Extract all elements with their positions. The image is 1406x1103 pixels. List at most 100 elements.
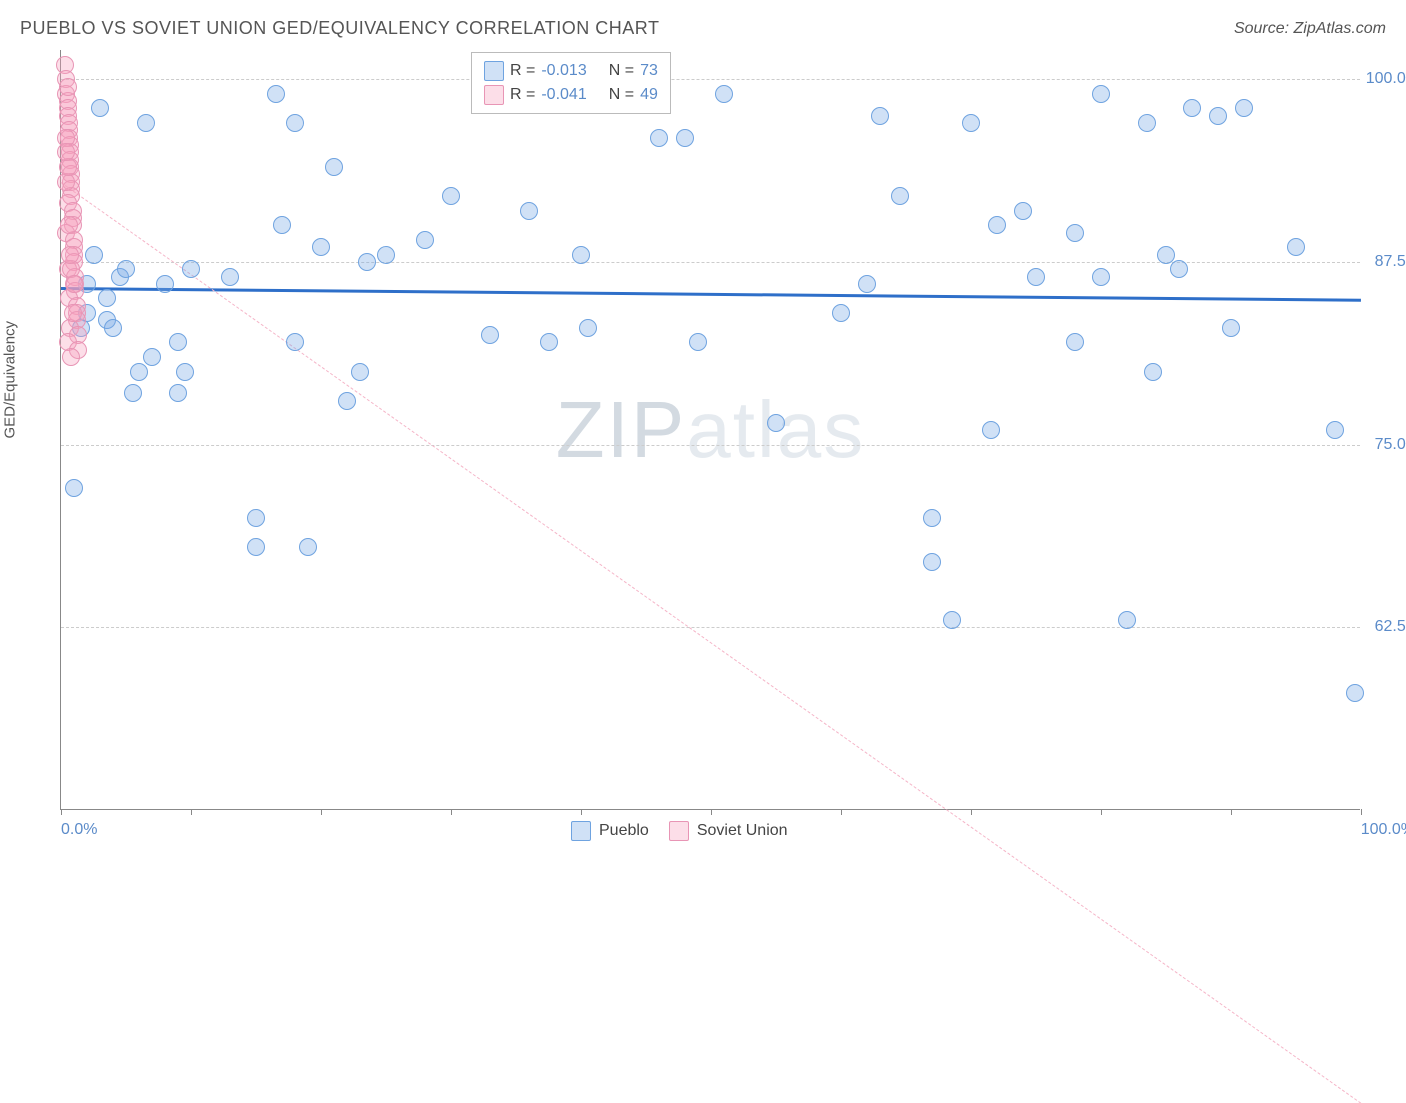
gridline — [61, 627, 1360, 628]
legend-series-name: Soviet Union — [697, 822, 788, 840]
plot-area: ZIPatlas 62.5%75.0%87.5%100.0%0.0%100.0%… — [60, 50, 1360, 810]
xtick — [451, 809, 452, 815]
legend-swatch — [484, 61, 504, 81]
xtick — [841, 809, 842, 815]
marker-pueblo — [1144, 363, 1162, 381]
marker-soviet-union — [57, 143, 75, 161]
legend-row: R =-0.013N =73 — [484, 59, 658, 83]
marker-soviet-union — [61, 246, 79, 264]
marker-pueblo — [247, 538, 265, 556]
legend-item: Pueblo — [571, 821, 649, 841]
marker-pueblo — [481, 326, 499, 344]
marker-pueblo — [221, 268, 239, 286]
marker-pueblo — [312, 238, 330, 256]
marker-soviet-union — [62, 348, 80, 366]
marker-pueblo — [137, 114, 155, 132]
marker-pueblo — [540, 333, 558, 351]
legend-series: Pueblo Soviet Union — [571, 821, 788, 841]
marker-pueblo — [130, 363, 148, 381]
marker-pueblo — [1066, 224, 1084, 242]
xtick — [971, 809, 972, 815]
marker-pueblo — [923, 509, 941, 527]
ytick-label: 62.5% — [1365, 618, 1406, 636]
marker-pueblo — [273, 216, 291, 234]
marker-pueblo — [943, 611, 961, 629]
ytick-label: 75.0% — [1365, 436, 1406, 454]
legend-swatch — [571, 821, 591, 841]
marker-pueblo — [117, 260, 135, 278]
xlabel-min: 0.0% — [61, 821, 97, 839]
gridline — [61, 445, 1360, 446]
marker-pueblo — [1157, 246, 1175, 264]
watermark: ZIPatlas — [556, 384, 865, 476]
marker-pueblo — [572, 246, 590, 264]
marker-pueblo — [1209, 107, 1227, 125]
marker-pueblo — [676, 129, 694, 147]
marker-pueblo — [871, 107, 889, 125]
watermark-zip: ZIP — [556, 385, 686, 474]
chart-title: PUEBLO VS SOVIET UNION GED/EQUIVALENCY C… — [20, 18, 659, 39]
marker-pueblo — [104, 319, 122, 337]
marker-pueblo — [338, 392, 356, 410]
marker-pueblo — [91, 99, 109, 117]
marker-pueblo — [442, 187, 460, 205]
marker-pueblo — [832, 304, 850, 322]
marker-pueblo — [767, 414, 785, 432]
marker-pueblo — [286, 333, 304, 351]
marker-pueblo — [143, 348, 161, 366]
marker-soviet-union — [64, 304, 82, 322]
legend-item: Soviet Union — [669, 821, 788, 841]
marker-pueblo — [650, 129, 668, 147]
marker-pueblo — [176, 363, 194, 381]
marker-pueblo — [579, 319, 597, 337]
trend-line-pueblo — [61, 287, 1361, 302]
marker-pueblo — [124, 384, 142, 402]
xtick — [1101, 809, 1102, 815]
marker-pueblo — [858, 275, 876, 293]
legend-r-value: -0.041 — [541, 86, 586, 104]
legend-correlation: R =-0.013N =73R =-0.041N =49 — [471, 52, 671, 114]
xtick — [61, 809, 62, 815]
marker-pueblo — [247, 509, 265, 527]
legend-n-label: N = — [609, 86, 634, 104]
legend-n-value: 49 — [640, 86, 658, 104]
marker-pueblo — [1118, 611, 1136, 629]
legend-r-label: R = — [510, 62, 535, 80]
marker-pueblo — [351, 363, 369, 381]
marker-pueblo — [1326, 421, 1344, 439]
y-axis-label: GED/Equivalency — [2, 321, 19, 439]
xtick — [711, 809, 712, 815]
marker-pueblo — [286, 114, 304, 132]
marker-pueblo — [358, 253, 376, 271]
marker-pueblo — [1014, 202, 1032, 220]
marker-pueblo — [1092, 268, 1110, 286]
trend-line-soviet-union — [61, 182, 1362, 1103]
marker-pueblo — [98, 289, 116, 307]
xtick — [321, 809, 322, 815]
legend-n-value: 73 — [640, 62, 658, 80]
xtick — [1361, 809, 1362, 815]
marker-pueblo — [299, 538, 317, 556]
marker-pueblo — [1287, 238, 1305, 256]
marker-pueblo — [1092, 85, 1110, 103]
xtick — [191, 809, 192, 815]
legend-series-name: Pueblo — [599, 822, 649, 840]
source-label: Source: ZipAtlas.com — [1234, 20, 1386, 38]
marker-pueblo — [1170, 260, 1188, 278]
marker-pueblo — [325, 158, 343, 176]
marker-pueblo — [1066, 333, 1084, 351]
legend-swatch — [484, 85, 504, 105]
legend-swatch — [669, 821, 689, 841]
marker-pueblo — [1346, 684, 1364, 702]
ytick-label: 100.0% — [1365, 70, 1406, 88]
marker-pueblo — [1027, 268, 1045, 286]
marker-pueblo — [182, 260, 200, 278]
legend-r-label: R = — [510, 86, 535, 104]
marker-pueblo — [1222, 319, 1240, 337]
legend-r-value: -0.013 — [541, 62, 586, 80]
marker-soviet-union — [60, 216, 78, 234]
marker-soviet-union — [65, 275, 83, 293]
marker-pueblo — [169, 333, 187, 351]
marker-pueblo — [520, 202, 538, 220]
marker-pueblo — [85, 246, 103, 264]
